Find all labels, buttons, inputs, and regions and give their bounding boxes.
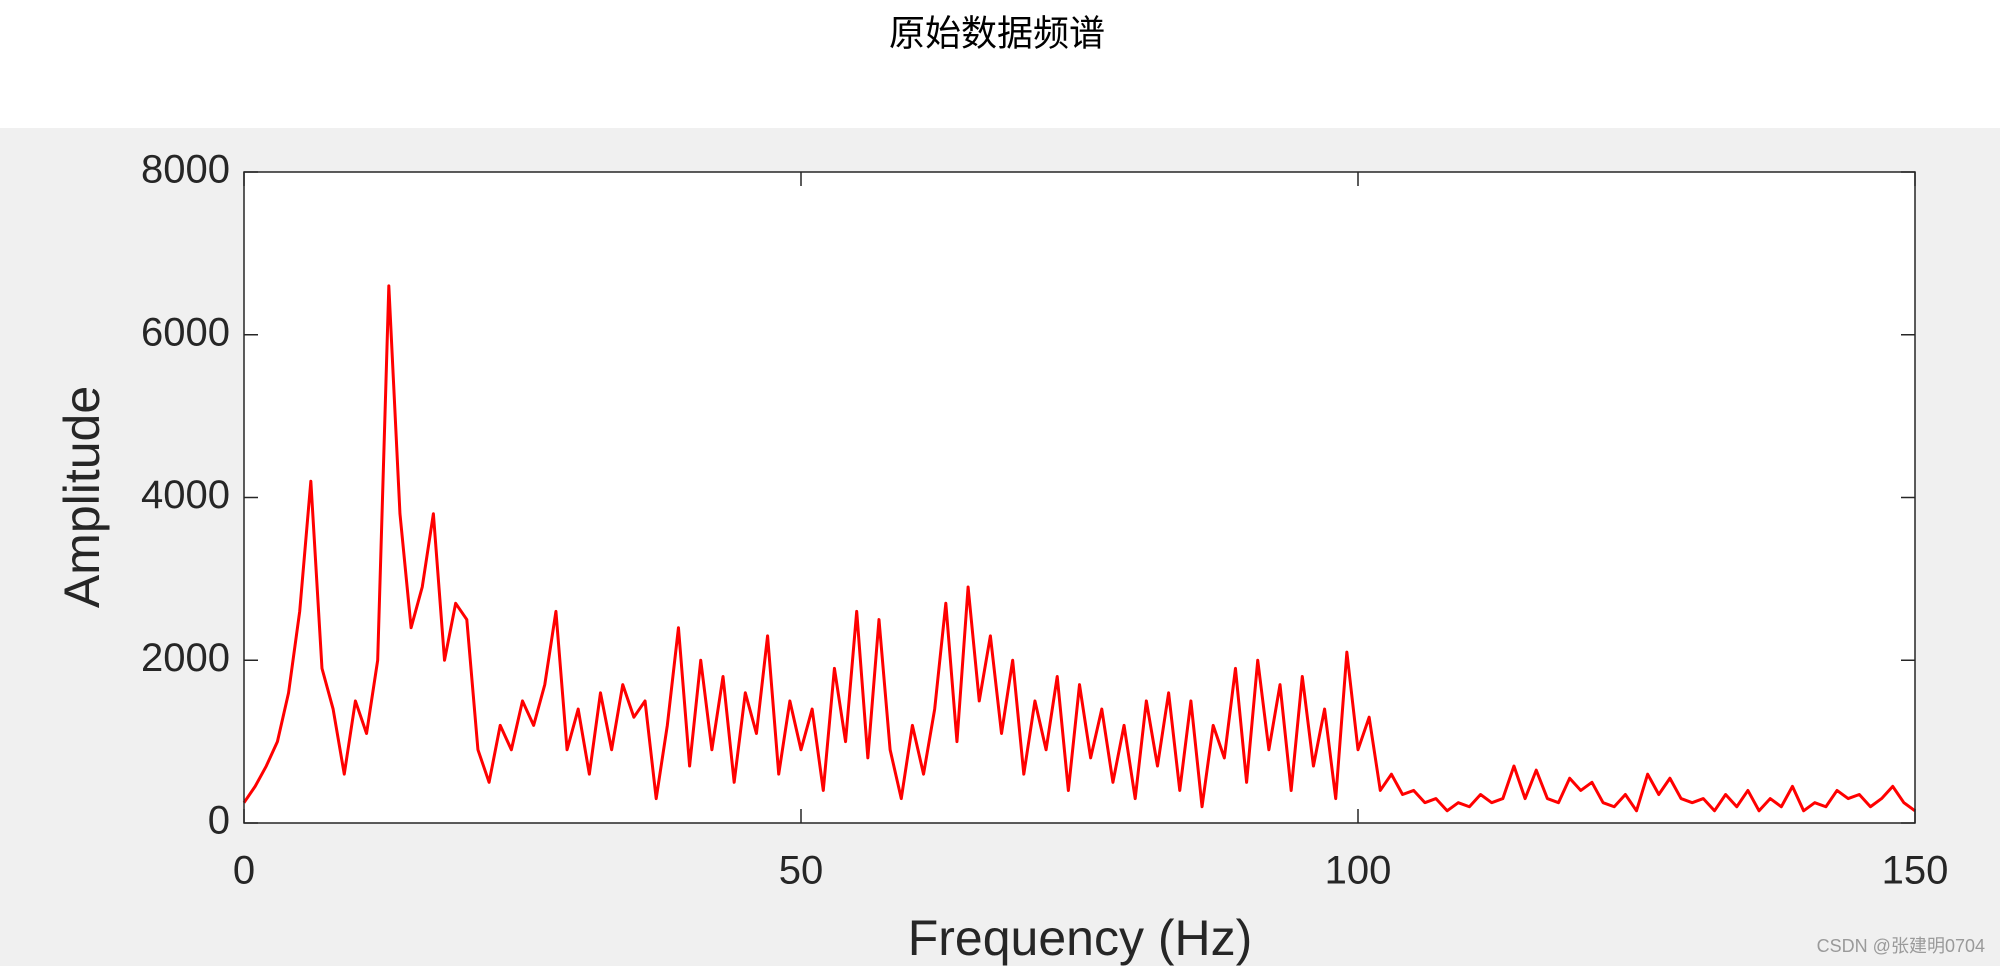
x-tick-label: 100 [1325, 849, 1392, 893]
spectrum-line [242, 284, 1916, 813]
y-tick-label: 2000 [141, 636, 230, 680]
title-area [0, 0, 2000, 128]
y-tick-label: 6000 [141, 310, 230, 354]
y-tick-label: 0 [208, 799, 230, 843]
y-axis-label: Amplitude [54, 386, 110, 608]
chart-title: 原始数据频谱 [889, 13, 1105, 54]
plot-area [244, 172, 1915, 823]
x-tick-label: 50 [779, 849, 824, 893]
watermark: CSDN @张建明0704 [1817, 936, 1985, 956]
x-tick-label: 0 [233, 849, 255, 893]
x-axis-label: Frequency (Hz) [908, 910, 1253, 966]
y-tick-label: 4000 [141, 473, 230, 517]
y-tick-label: 8000 [141, 148, 230, 192]
x-tick-label: 150 [1882, 849, 1949, 893]
